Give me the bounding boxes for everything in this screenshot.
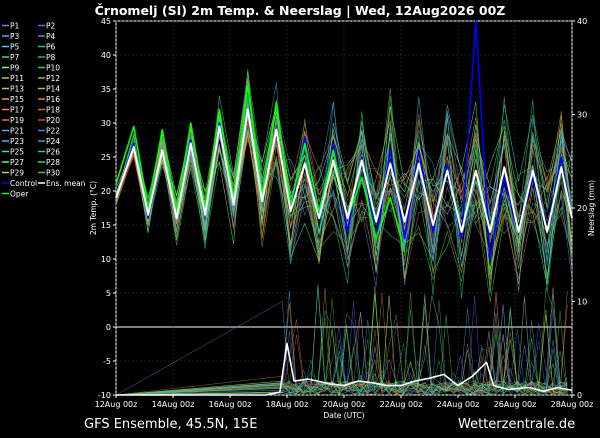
y2-tick-label: 40: [577, 17, 587, 26]
legend-item-label: P26: [46, 148, 60, 157]
member-temp-line: [115, 122, 573, 273]
footer-model-info: GFS Ensemble, 45.5N, 15E: [84, 417, 257, 432]
y-tick-label: 5: [106, 289, 111, 298]
y-tick-label: 0: [106, 323, 111, 332]
legend-item-label: P30: [46, 169, 60, 178]
legend: P1 P2 P3 P4 P5 P6 P7 P8 P9 P10 P11 P12 P13 P14 P15 P16 P…: [2, 22, 86, 199]
ens-mean-precip-line: [116, 342, 573, 396]
member-precip-line: [115, 295, 568, 396]
legend-item-label: P10: [46, 64, 60, 73]
legend-item-label: P9: [10, 64, 20, 73]
oper-temp-line: [115, 84, 406, 253]
legend-item-label: Control: [10, 179, 37, 188]
legend-item-label: P24: [46, 137, 60, 146]
legend-item-label: P20: [46, 116, 60, 125]
legend-item-label: P11: [10, 74, 24, 83]
legend-item-label: P7: [10, 53, 20, 62]
y-tick-label: 30: [101, 119, 111, 128]
legend-item-label: P2: [46, 22, 56, 31]
legend-item-label: P16: [46, 95, 60, 104]
member-temp-line: [115, 101, 573, 287]
x-tick-label: 20Aug 00z: [323, 400, 366, 409]
y-tick-label: 10: [101, 255, 111, 264]
member-precip-line: [115, 307, 568, 396]
member-temp-line: [115, 71, 573, 293]
y2-tick-label: 20: [577, 204, 587, 213]
member-precip-line: [115, 315, 568, 396]
ens-mean-temp-line: [115, 108, 573, 233]
legend-item-label: P6: [46, 43, 56, 52]
legend-item-label: P29: [10, 169, 24, 178]
legend-item-label: P22: [46, 127, 60, 136]
legend-item-label: P21: [10, 127, 24, 136]
legend-item-label: Ens. mean: [46, 179, 86, 188]
y-tick-label: 40: [101, 51, 111, 60]
y-axis-label: 2m Temp. (°C): [89, 181, 98, 235]
y2-axis-label: Neerslag (mm): [587, 180, 596, 236]
x-tick-label: 14Aug 00z: [152, 400, 195, 409]
legend-item-label: P23: [10, 137, 24, 146]
legend-item-label: P27: [10, 158, 24, 167]
legend-item-label: P5: [10, 43, 20, 52]
y-tick-label: -5: [103, 357, 111, 366]
x-tick-label: 16Aug 00z: [209, 400, 252, 409]
legend-item-label: P1: [10, 22, 20, 31]
legend-item-label: P28: [46, 158, 60, 167]
y-tick-label: 45: [101, 17, 111, 26]
x-tick-label: 26Aug 00z: [494, 400, 537, 409]
x-tick-label: 28Aug 00z: [551, 400, 594, 409]
legend-item-label: P17: [10, 106, 24, 115]
legend-item-label: P25: [10, 148, 24, 157]
legend-item-label: P18: [46, 106, 60, 115]
x-tick-label: 24Aug 00z: [437, 400, 480, 409]
y2-tick-label: 10: [577, 298, 587, 307]
legend-item-label: P8: [46, 53, 56, 62]
legend-item-label: Oper: [10, 190, 29, 199]
chart-title: Črnomelj (SI) 2m Temp. & Neerslag | Wed,…: [95, 3, 506, 18]
y2-tick-label: 0: [577, 391, 582, 400]
legend-item-label: P15: [10, 95, 24, 104]
series: [115, 20, 573, 396]
y-tick-label: 15: [101, 221, 111, 230]
member-temp-line: [115, 88, 573, 303]
x-tick-label: 18Aug 00z: [266, 400, 309, 409]
y-tick-label: 35: [101, 85, 111, 94]
legend-item-label: P14: [46, 85, 60, 94]
y2-tick-label: 30: [577, 111, 587, 120]
x-axis-label: Date (UTC): [323, 411, 364, 420]
y-tick-label: 20: [101, 187, 111, 196]
legend-item-label: P13: [10, 85, 24, 94]
member-temp-line: [115, 80, 573, 274]
legend-item-label: P4: [46, 32, 56, 41]
x-tick-label: 12Aug 00z: [95, 400, 138, 409]
plot-area: [115, 20, 573, 396]
legend-item-label: P12: [46, 74, 60, 83]
y-tick-label: -10: [98, 391, 111, 400]
member-precip-line: [115, 294, 568, 396]
member-precip-line: [115, 284, 568, 396]
footer-site-credit: Wetterzentrale.de: [458, 417, 575, 432]
legend-item-label: P3: [10, 32, 20, 41]
x-tick-label: 22Aug 00z: [380, 400, 423, 409]
legend-item-label: P19: [10, 116, 24, 125]
y-tick-label: 25: [101, 153, 111, 162]
